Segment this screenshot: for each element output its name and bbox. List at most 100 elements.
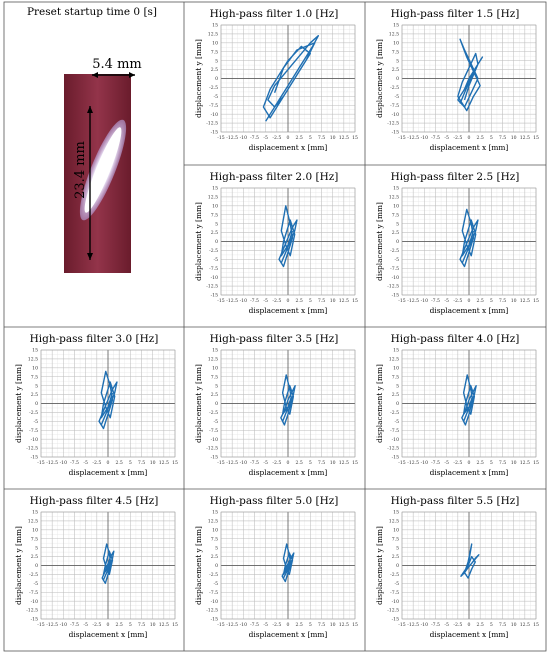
x-tick-label: 12.5 [159,622,169,628]
plot-panels: High-pass filter 1.0 [Hz]-15 -12.5 -10 -7.5… [14,8,539,639]
chart-title: High-pass filter 3.5 [Hz] [210,333,339,345]
chart-title: High-pass filter 3.0 [Hz] [30,333,159,345]
x-tick-label: -15 [37,460,44,466]
plot-border [220,24,356,133]
x-tick-label: 12.5 [159,460,169,466]
chart-panel: High-pass filter 4.0 [Hz]-15 -12.5 -10 -7.5… [375,333,539,477]
plot-border [40,349,176,458]
x-tick-label: -2.5 [272,135,281,141]
y-tick-label: 2.5 [211,67,218,73]
width-arrow-head-left [92,72,98,78]
y-tick-label: 0 [35,401,38,407]
y-tick-label: 7.5 [211,536,218,542]
y-tick-label: 15 [393,348,399,354]
series-line [461,374,477,426]
x-tick-label: 5 [309,298,312,304]
photo-cell: Preset startup time 0 [s] 5.4 [27,6,157,273]
y-tick-label: -15 [392,617,399,623]
x-tick-label: 10 [330,460,336,466]
y-tick-label: 15 [32,348,38,354]
y-tick-label: -5 [395,94,400,100]
y-tick-label: -10 [31,599,38,605]
x-tick-label: 2.5 [116,622,123,628]
x-tick-label: -7.5 [250,135,259,141]
series-line [457,38,484,112]
x-tick-label: -15 [398,135,405,141]
y-tick-label: 7.5 [392,49,399,55]
x-tick-label: 7.5 [499,460,506,466]
y-tick-label: 12.5 [389,519,399,525]
x-tick-label: 2.5 [296,298,303,304]
plot-border [401,511,537,620]
x-tick-label: 2.5 [477,135,484,141]
x-tick-label: 15 [352,298,358,304]
y-tick-label: -7.5 [29,590,38,596]
x-tick-label: 0 [287,135,290,141]
y-tick-label: -2.5 [390,572,399,578]
y-tick-label: 12.5 [208,357,218,363]
y-tick-label: -10 [392,599,399,605]
y-tick-label: 15 [32,510,38,516]
x-axis-label: displacement x [mm] [430,630,509,639]
x-tick-label: 10 [511,622,517,628]
y-tick-label: 5 [396,545,399,551]
y-tick-label: 10 [32,527,38,533]
y-tick-label: 15 [393,23,399,29]
y-tick-label: -12.5 [206,446,218,452]
x-tick-label: -5 [444,135,449,141]
y-tick-label: -7.5 [209,103,218,109]
x-tick-label: -12.5 [226,460,238,466]
x-tick-label: 15 [172,622,178,628]
height-arrow-head-top [87,106,93,113]
x-tick-label: -2.5 [453,298,462,304]
y-tick-label: -12.5 [387,608,399,614]
x-tick-label: -2.5 [453,622,462,628]
x-axis-label: displacement x [mm] [69,468,148,477]
x-tick-label: -5 [83,460,88,466]
x-tick-label: -5 [263,460,268,466]
y-tick-label: 5 [396,221,399,227]
x-tick-label: -7.5 [70,460,79,466]
series-line [101,543,115,585]
series-line [460,543,480,579]
y-axis-label: displacement y [mm] [14,526,23,605]
y-tick-label: 7.5 [31,374,38,380]
x-tick-label: 0 [468,622,471,628]
y-tick-label: 7.5 [211,49,218,55]
x-tick-label: -10 [240,460,247,466]
series-line [278,205,298,268]
x-tick-label: 12.5 [520,298,530,304]
x-tick-label: 10 [511,298,517,304]
y-tick-label: 0 [396,401,399,407]
y-tick-label: 0 [396,563,399,569]
x-tick-label: -5 [263,298,268,304]
x-tick-label: 10 [330,135,336,141]
y-tick-label: -2.5 [390,248,399,254]
x-tick-label: 2.5 [296,135,303,141]
plot-border [401,349,537,458]
x-tick-label: -15 [398,298,405,304]
y-tick-label: -5 [395,257,400,263]
x-tick-label: 2.5 [296,622,303,628]
x-tick-label: -15 [217,298,224,304]
x-tick-label: -12.5 [46,622,58,628]
y-tick-label: 10 [393,527,399,533]
x-tick-label: 7.5 [318,622,325,628]
chart-title: High-pass filter 2.0 [Hz] [210,171,339,183]
chart-panel: High-pass filter 5.0 [Hz]-15 -12.5 -10 -7.5… [194,495,358,639]
chart-title: High-pass filter 4.0 [Hz] [391,333,520,345]
x-tick-label: 2.5 [116,460,123,466]
chart-panel: High-pass filter 2.5 [Hz]-15 -12.5 -10 -7.5… [375,171,539,315]
x-tick-label: -10 [421,460,428,466]
y-tick-label: 12.5 [28,519,38,525]
y-tick-label: -12.5 [387,446,399,452]
y-tick-label: -5 [214,257,219,263]
x-tick-label: 0 [287,622,290,628]
x-tick-label: 15 [533,135,539,141]
y-tick-label: -2.5 [29,410,38,416]
x-tick-label: 5 [129,460,132,466]
chart-title: High-pass filter 1.5 [Hz] [391,8,520,20]
y-tick-label: 2.5 [211,392,218,398]
x-axis-label: displacement x [mm] [249,306,328,315]
